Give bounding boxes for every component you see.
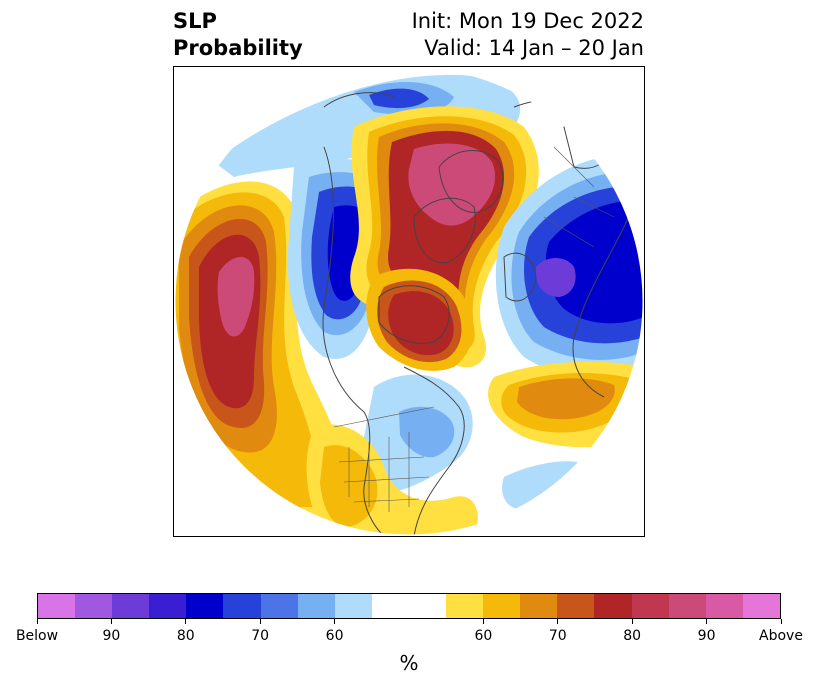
colorbar-segment bbox=[408, 594, 447, 618]
below-normal-southeast bbox=[502, 461, 586, 509]
colorbar-tick-mark bbox=[557, 619, 559, 624]
alaska-coast bbox=[323, 92, 395, 108]
colorbar-tick-label: Below bbox=[15, 628, 59, 644]
below-normal-siberia-90 bbox=[545, 201, 643, 324]
colorbar-tick-mark bbox=[185, 619, 187, 624]
colorbar-tick-label: 90 bbox=[697, 628, 716, 644]
colorbar-segment bbox=[260, 594, 298, 618]
colorbar-tick-mark bbox=[259, 619, 261, 624]
colorbar-segment bbox=[668, 594, 706, 618]
colorbar-tick-mark bbox=[334, 619, 336, 624]
below-normal-siberia-95 bbox=[535, 258, 576, 297]
colorbar-tick-mark bbox=[706, 619, 708, 624]
colorbar-segment bbox=[371, 594, 409, 618]
scandinavia bbox=[503, 252, 537, 302]
us-state-lines-vertical bbox=[348, 432, 410, 512]
us-canada-border bbox=[333, 406, 435, 428]
polar-map-canvas bbox=[174, 67, 644, 536]
colorbar-segment bbox=[334, 594, 372, 618]
probability-colorbar bbox=[37, 593, 781, 619]
colorbar-segment bbox=[520, 594, 558, 618]
colorbar-tick-label: 60 bbox=[474, 628, 493, 644]
colorbar-unit-label: % bbox=[399, 651, 419, 675]
colorbar-tick-mark bbox=[482, 619, 484, 624]
colorbar-segment bbox=[112, 594, 150, 618]
forecast-dates: Init: Mon 19 Dec 2022 Valid: 14 Jan – 20… bbox=[412, 8, 644, 62]
valid-range: Valid: 14 Jan – 20 Jan bbox=[424, 36, 644, 60]
hudson-bay bbox=[378, 285, 450, 344]
above-normal-east-pacific-70 bbox=[517, 378, 615, 420]
colorbar-tick-label: 90 bbox=[102, 628, 121, 644]
colorbar-segment bbox=[483, 594, 521, 618]
colorbar-segment bbox=[631, 594, 669, 618]
arctic-islands bbox=[413, 197, 476, 264]
colorbar-segment bbox=[186, 594, 224, 618]
colorbar-tick-label: 70 bbox=[548, 628, 567, 644]
colorbar-tick-mark bbox=[110, 619, 112, 624]
colorbar-segment bbox=[446, 594, 484, 618]
greenland bbox=[438, 150, 504, 213]
map-title: SLP Probability bbox=[173, 8, 303, 62]
colorbar-segment bbox=[223, 594, 261, 618]
colorbar-segment bbox=[594, 594, 632, 618]
eurasia-borders bbox=[543, 146, 615, 248]
north-america-west-coast bbox=[322, 146, 385, 535]
colorbar-tick-label: Above bbox=[759, 628, 803, 644]
below-normal-eastern-us-70 bbox=[399, 406, 455, 458]
title-type: Probability bbox=[173, 36, 303, 60]
colorbar-tick-mark bbox=[780, 619, 782, 624]
colorbar-tick-label: 60 bbox=[325, 628, 344, 644]
north-america-east-coast bbox=[403, 366, 465, 535]
map-disk-edge bbox=[174, 67, 644, 536]
above-normal-pacific-90 bbox=[217, 257, 255, 337]
colorbar-tick-label: 70 bbox=[251, 628, 270, 644]
colorbar-tick-mark bbox=[631, 619, 633, 624]
below-normal-region-north-strong bbox=[369, 88, 429, 109]
colorbar-segment bbox=[38, 594, 76, 618]
colorbar-tick-mark bbox=[36, 619, 38, 624]
political-borders bbox=[333, 146, 615, 512]
colorbar-segment bbox=[149, 594, 187, 618]
colorbar-segment bbox=[75, 594, 113, 618]
probability-map bbox=[173, 66, 645, 537]
colorbar-segment bbox=[297, 594, 335, 618]
us-state-lines-horizontal bbox=[338, 456, 430, 503]
colorbar-segment bbox=[705, 594, 743, 618]
title-variable: SLP bbox=[173, 9, 217, 33]
colorbar-segment bbox=[557, 594, 595, 618]
colorbar-segment bbox=[742, 594, 780, 618]
colorbar-tick-label: 80 bbox=[176, 628, 195, 644]
init-date: Init: Mon 19 Dec 2022 bbox=[411, 9, 644, 33]
colorbar-tick-label: 80 bbox=[623, 628, 642, 644]
above-normal-arctic-90 bbox=[408, 143, 496, 226]
